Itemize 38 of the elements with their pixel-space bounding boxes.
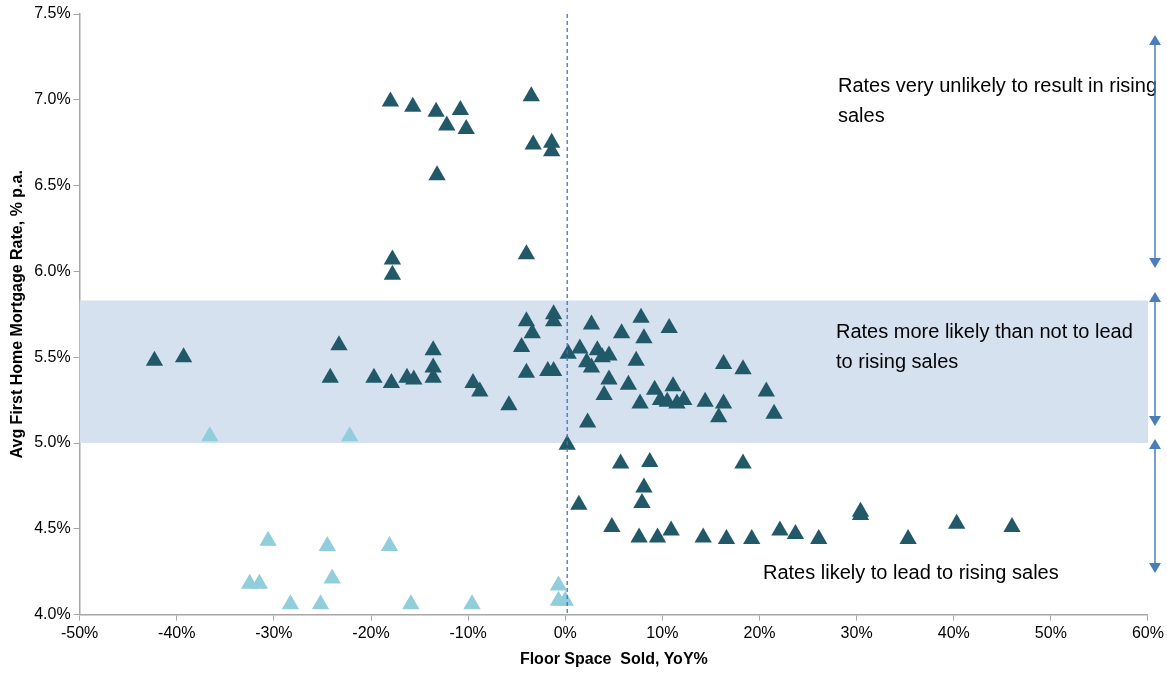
y-tick-label: 4.0% bbox=[34, 605, 71, 623]
point bbox=[201, 426, 219, 442]
y-tick-label: 6.5% bbox=[34, 176, 71, 194]
annotation: Rates likely to lead to rising sales bbox=[763, 560, 1060, 585]
point bbox=[402, 594, 420, 610]
y-tick-label: 5.5% bbox=[34, 347, 71, 365]
x-tick-label: 0% bbox=[553, 623, 577, 641]
y-axis-title: Avg First Home Mortgage Rate, % p.a. bbox=[8, 170, 26, 459]
x-tick-label: -50% bbox=[60, 623, 99, 641]
point bbox=[556, 590, 574, 606]
point bbox=[311, 594, 330, 610]
x-tick-label: 60% bbox=[1131, 623, 1164, 641]
x-tick-label: 40% bbox=[937, 623, 970, 641]
x-tick-label: -20% bbox=[352, 623, 390, 641]
x-tick-label: 30% bbox=[840, 623, 873, 641]
x-tick-label: -30% bbox=[255, 623, 293, 641]
y-tick-label: 7.0% bbox=[34, 90, 71, 108]
annotation: Rates more likely than not to lead to rising sales bbox=[836, 319, 1134, 374]
point bbox=[318, 535, 336, 551]
point bbox=[380, 535, 399, 551]
x-tick-label: 10% bbox=[646, 623, 679, 641]
x-tick-label: -10% bbox=[449, 623, 487, 641]
point bbox=[250, 573, 268, 589]
point bbox=[463, 594, 481, 610]
point bbox=[281, 594, 300, 610]
x-tick-label: 50% bbox=[1034, 623, 1067, 641]
y-tick-label: 7.5% bbox=[34, 4, 71, 22]
point bbox=[323, 568, 341, 584]
y-tick-label: 5.0% bbox=[34, 433, 71, 451]
point bbox=[341, 426, 359, 442]
x-tick-label: -40% bbox=[158, 623, 196, 641]
point bbox=[259, 530, 277, 546]
point bbox=[549, 575, 568, 591]
x-axis-title: Floor Space Sold, YoY% bbox=[519, 649, 708, 667]
y-tick-label: 4.5% bbox=[34, 519, 71, 537]
annotation: Rates very unlikely to result in rising sales bbox=[838, 73, 1158, 128]
y-tick-label: 6.0% bbox=[34, 261, 71, 279]
x-tick-label: 20% bbox=[743, 623, 776, 641]
